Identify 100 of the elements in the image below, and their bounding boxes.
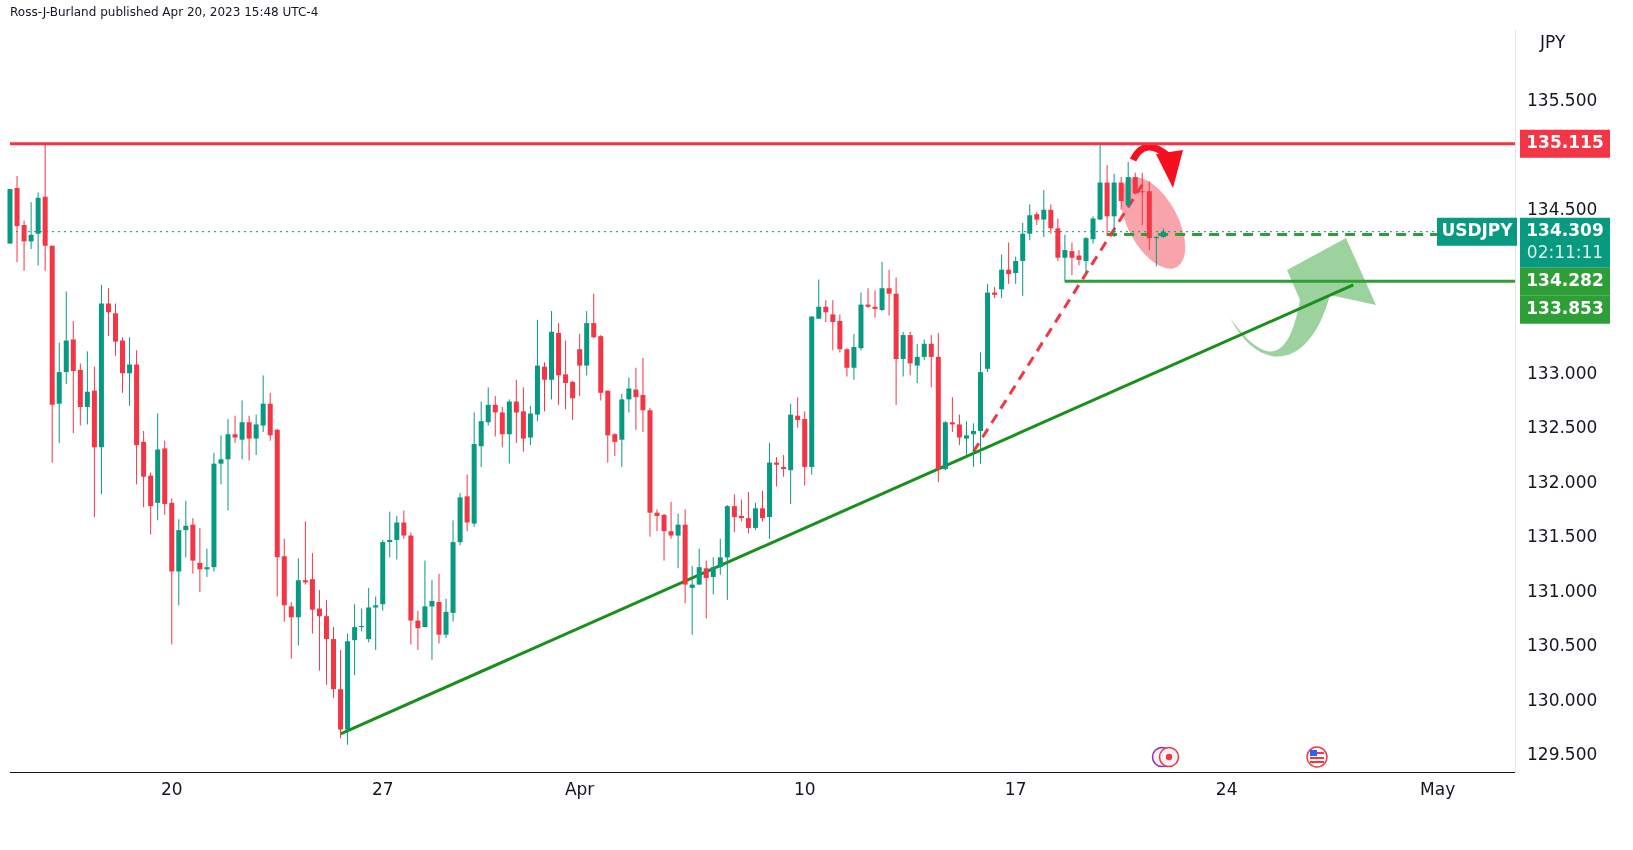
- candlestick: [302, 520, 308, 586]
- candlestick: [738, 499, 744, 522]
- candlestick: [288, 601, 294, 660]
- candlestick: [689, 565, 695, 636]
- ref-line-label: 135.115: [1526, 132, 1604, 153]
- candlestick: [879, 261, 885, 312]
- candlestick: [668, 501, 674, 540]
- candlestick: [352, 603, 358, 676]
- text: 134.282: [1526, 270, 1604, 291]
- x-tick-label: 20: [160, 778, 183, 799]
- candlestick: [710, 556, 716, 595]
- candlestick: [401, 510, 407, 540]
- y-axis-title: JPY: [1539, 32, 1566, 53]
- candlestick: [1062, 234, 1068, 283]
- candlestick: [844, 347, 850, 377]
- y-tick-label: 129.500: [1527, 744, 1598, 765]
- candlestick: [914, 343, 920, 384]
- candlestick: [1006, 241, 1012, 285]
- y-tick-label: 130.500: [1527, 635, 1598, 656]
- candlestick: [84, 350, 90, 425]
- candlestick: [513, 379, 519, 444]
- candlestick: [527, 405, 533, 446]
- candlestick: [577, 333, 583, 397]
- x-tick-label: May: [1420, 778, 1456, 799]
- candlestick: [872, 289, 878, 319]
- candlestick: [823, 299, 829, 323]
- candlestick: [1013, 256, 1019, 285]
- candlestick: [1083, 236, 1089, 274]
- candlestick: [246, 415, 252, 461]
- candlestick: [492, 395, 498, 437]
- candlestick: [485, 386, 491, 427]
- candlestick: [443, 598, 449, 639]
- candlestick: [541, 361, 547, 412]
- candlestick: [183, 500, 189, 558]
- candlestick: [359, 608, 365, 632]
- y-tick-label: 132.000: [1527, 471, 1598, 492]
- candlestick: [394, 515, 400, 561]
- candlestick: [654, 508, 660, 532]
- candlestick: [949, 396, 955, 433]
- candlestick: [499, 406, 505, 448]
- x-tick-label: 17: [1004, 778, 1027, 799]
- candlestick: [956, 414, 962, 446]
- candlestick: [921, 338, 927, 361]
- candlestick: [795, 396, 801, 429]
- y-tick-label: 134.500: [1527, 199, 1598, 220]
- candlestick: [816, 279, 822, 320]
- candlestick: [752, 502, 758, 531]
- candlestick: [731, 493, 737, 533]
- candlestick: [900, 331, 906, 377]
- candlestick: [626, 377, 632, 413]
- candlestick: [105, 287, 111, 337]
- candlestick: [415, 610, 421, 651]
- candlestick: [612, 432, 618, 457]
- candlestick: [422, 560, 428, 628]
- x-tick-label: 10: [793, 778, 816, 799]
- candlestick: [774, 456, 780, 488]
- y-tick-label: 131.500: [1527, 526, 1598, 547]
- candlestick: [1048, 203, 1054, 235]
- candlestick: [570, 380, 576, 421]
- data-label: 133.853: [1526, 298, 1604, 319]
- candlestick: [963, 420, 969, 456]
- candlestick: [999, 253, 1005, 299]
- candlestick: [323, 599, 329, 686]
- annotation: USDJPY: [1441, 220, 1514, 241]
- candlestick: [865, 287, 871, 309]
- candlestick: [239, 399, 245, 460]
- candlestick: [675, 513, 681, 569]
- text: 02:11:11: [1526, 242, 1604, 263]
- candlestick: [253, 414, 259, 456]
- y-tick-label: 135.500: [1527, 90, 1598, 111]
- candlestick: [830, 299, 836, 351]
- x-tick-label: 24: [1215, 778, 1238, 799]
- candlestick: [717, 538, 723, 576]
- candlestick: [928, 334, 934, 388]
- y-tick-label: 133.000: [1527, 362, 1598, 383]
- candlestick: [127, 336, 133, 407]
- candlestick: [373, 596, 379, 651]
- candlestick: [563, 340, 569, 410]
- candlestick: [970, 422, 976, 468]
- candlestick: [591, 293, 597, 339]
- candlestick: [1118, 176, 1124, 211]
- candlestick: [633, 367, 639, 431]
- y-tick-label: 132.500: [1527, 417, 1598, 438]
- candlestick: [696, 548, 702, 586]
- candlestick: [1076, 249, 1082, 266]
- candlestick: [886, 269, 892, 316]
- candlestick: [21, 220, 27, 272]
- candlestick: [204, 548, 210, 578]
- candlestick: [232, 415, 238, 444]
- candlestick: [197, 527, 203, 593]
- candlestick: [316, 589, 322, 672]
- y-tick-label: 131.000: [1527, 580, 1598, 601]
- candlestick: [640, 357, 646, 433]
- x-tick-label: 27: [371, 778, 394, 799]
- candlestick: [703, 560, 709, 619]
- candlestick: [760, 490, 765, 522]
- candlestick: [1069, 241, 1075, 276]
- x-tick-label: Apr: [564, 778, 595, 799]
- ref-line-label: 134.309: [1526, 220, 1604, 241]
- candlestick: [745, 491, 751, 534]
